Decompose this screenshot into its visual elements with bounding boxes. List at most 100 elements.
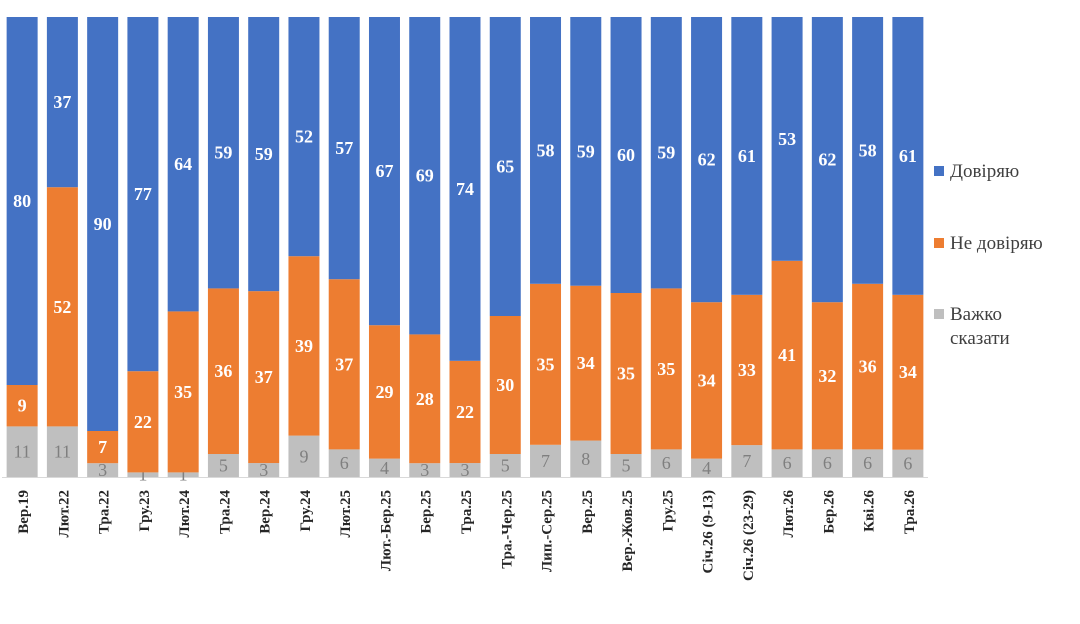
bar-segment: [771, 17, 803, 261]
data-label: 77: [134, 184, 152, 204]
data-label: 3: [98, 460, 107, 480]
legend-label: Важко сказати: [950, 304, 1010, 349]
legend-item: Довіряю: [934, 160, 1019, 184]
x-tick-label: Лют.25: [338, 490, 354, 537]
data-label: 6: [863, 453, 872, 473]
data-label: 3: [420, 460, 429, 480]
legend-label: Не довіряю: [950, 233, 1043, 254]
x-tick-label: Тра.26: [902, 490, 918, 535]
x-tick-label: Тра.24: [217, 490, 233, 535]
data-label: 52: [53, 297, 71, 317]
x-tick-label: Кві.26: [862, 490, 878, 532]
bar-segment: [530, 17, 562, 284]
bar-segment: [852, 17, 884, 284]
legend-item: Важко сказати: [934, 303, 1010, 351]
bar-segment: [409, 17, 441, 335]
x-tick-label: Лют.22: [56, 490, 72, 537]
data-label: 39: [295, 336, 313, 356]
data-label: 6: [903, 453, 912, 473]
data-label: 34: [698, 370, 716, 390]
bar-segment: [731, 294, 763, 446]
data-label: 59: [657, 143, 675, 163]
bar-segment: [530, 444, 562, 477]
bar-segment: [811, 17, 843, 303]
bar-segment: [771, 260, 803, 450]
data-label: 4: [702, 458, 711, 478]
x-tick-label: Гру.25: [660, 490, 676, 532]
data-label: 74: [456, 179, 474, 199]
data-label: 35: [174, 382, 192, 402]
data-label: 22: [134, 412, 152, 432]
data-label: 52: [295, 127, 313, 147]
data-label: 11: [54, 442, 71, 462]
x-tick-label: Січ.26 (9-13): [701, 490, 717, 573]
data-label: 9: [18, 396, 27, 416]
bar-segment: [6, 385, 38, 427]
data-label: 1: [179, 465, 188, 485]
legend-swatch: [934, 309, 944, 319]
bar-segment: [610, 454, 642, 477]
bar-segment: [87, 463, 119, 477]
data-label: 35: [617, 364, 635, 384]
bar-segment: [449, 17, 481, 361]
bar-segment: [852, 449, 884, 477]
data-label: 6: [783, 453, 792, 473]
bar-segment: [328, 17, 360, 280]
bar-segment: [368, 17, 400, 326]
data-label: 32: [818, 366, 836, 386]
data-label: 58: [537, 140, 555, 160]
data-label: 29: [375, 382, 393, 402]
bar-segment: [6, 426, 38, 477]
bar-segment: [811, 449, 843, 477]
data-label: 80: [13, 191, 31, 211]
data-label: 7: [541, 451, 550, 471]
bar-segment: [127, 371, 159, 473]
bar-segment: [852, 283, 884, 450]
data-label: 64: [174, 154, 192, 174]
x-tick-label: Бер.25: [419, 490, 435, 534]
bar-segment: [731, 445, 763, 477]
legend-item: Не довіряю: [934, 232, 1043, 256]
bar-segment: [328, 279, 360, 450]
bar-segment: [892, 449, 924, 477]
bar-segment: [248, 463, 280, 477]
x-tick-label: Гру.23: [137, 490, 153, 532]
bar-segment: [892, 294, 924, 450]
bar-segment: [610, 293, 642, 454]
data-label: 35: [657, 359, 675, 379]
data-label: 58: [859, 140, 877, 160]
data-label: 5: [622, 456, 631, 476]
bar-segment: [650, 17, 682, 289]
bar-segment: [650, 288, 682, 450]
data-label: 30: [496, 375, 514, 395]
data-label: 22: [456, 402, 474, 422]
data-label: 33: [738, 360, 756, 380]
data-label: 62: [818, 150, 836, 170]
bar-segment: [570, 17, 602, 286]
bar-segment: [248, 291, 280, 464]
bar-segment: [489, 316, 521, 454]
bar-segment: [207, 454, 239, 477]
data-label: 37: [53, 92, 71, 112]
data-label: 65: [496, 157, 514, 177]
bar-segment: [167, 17, 199, 312]
bar-segment: [368, 458, 400, 477]
bar-segment: [207, 288, 239, 454]
bar-segment: [127, 472, 159, 477]
bar-segment: [811, 302, 843, 450]
bar-segment: [731, 17, 763, 295]
data-label: 57: [335, 138, 353, 158]
x-tick-label: Бер.26: [821, 490, 837, 534]
data-label: 1: [138, 465, 147, 485]
bar-segment: [530, 283, 562, 445]
data-label: 6: [662, 453, 671, 473]
bar-segment: [167, 472, 199, 477]
data-label: 62: [698, 150, 716, 170]
bar-segment: [207, 17, 239, 289]
x-tick-label: Лип.-Сер.25: [540, 490, 556, 572]
data-label: 61: [738, 146, 756, 166]
data-label: 4: [380, 458, 389, 478]
legend-swatch: [934, 238, 944, 248]
bar-segment: [691, 302, 723, 459]
